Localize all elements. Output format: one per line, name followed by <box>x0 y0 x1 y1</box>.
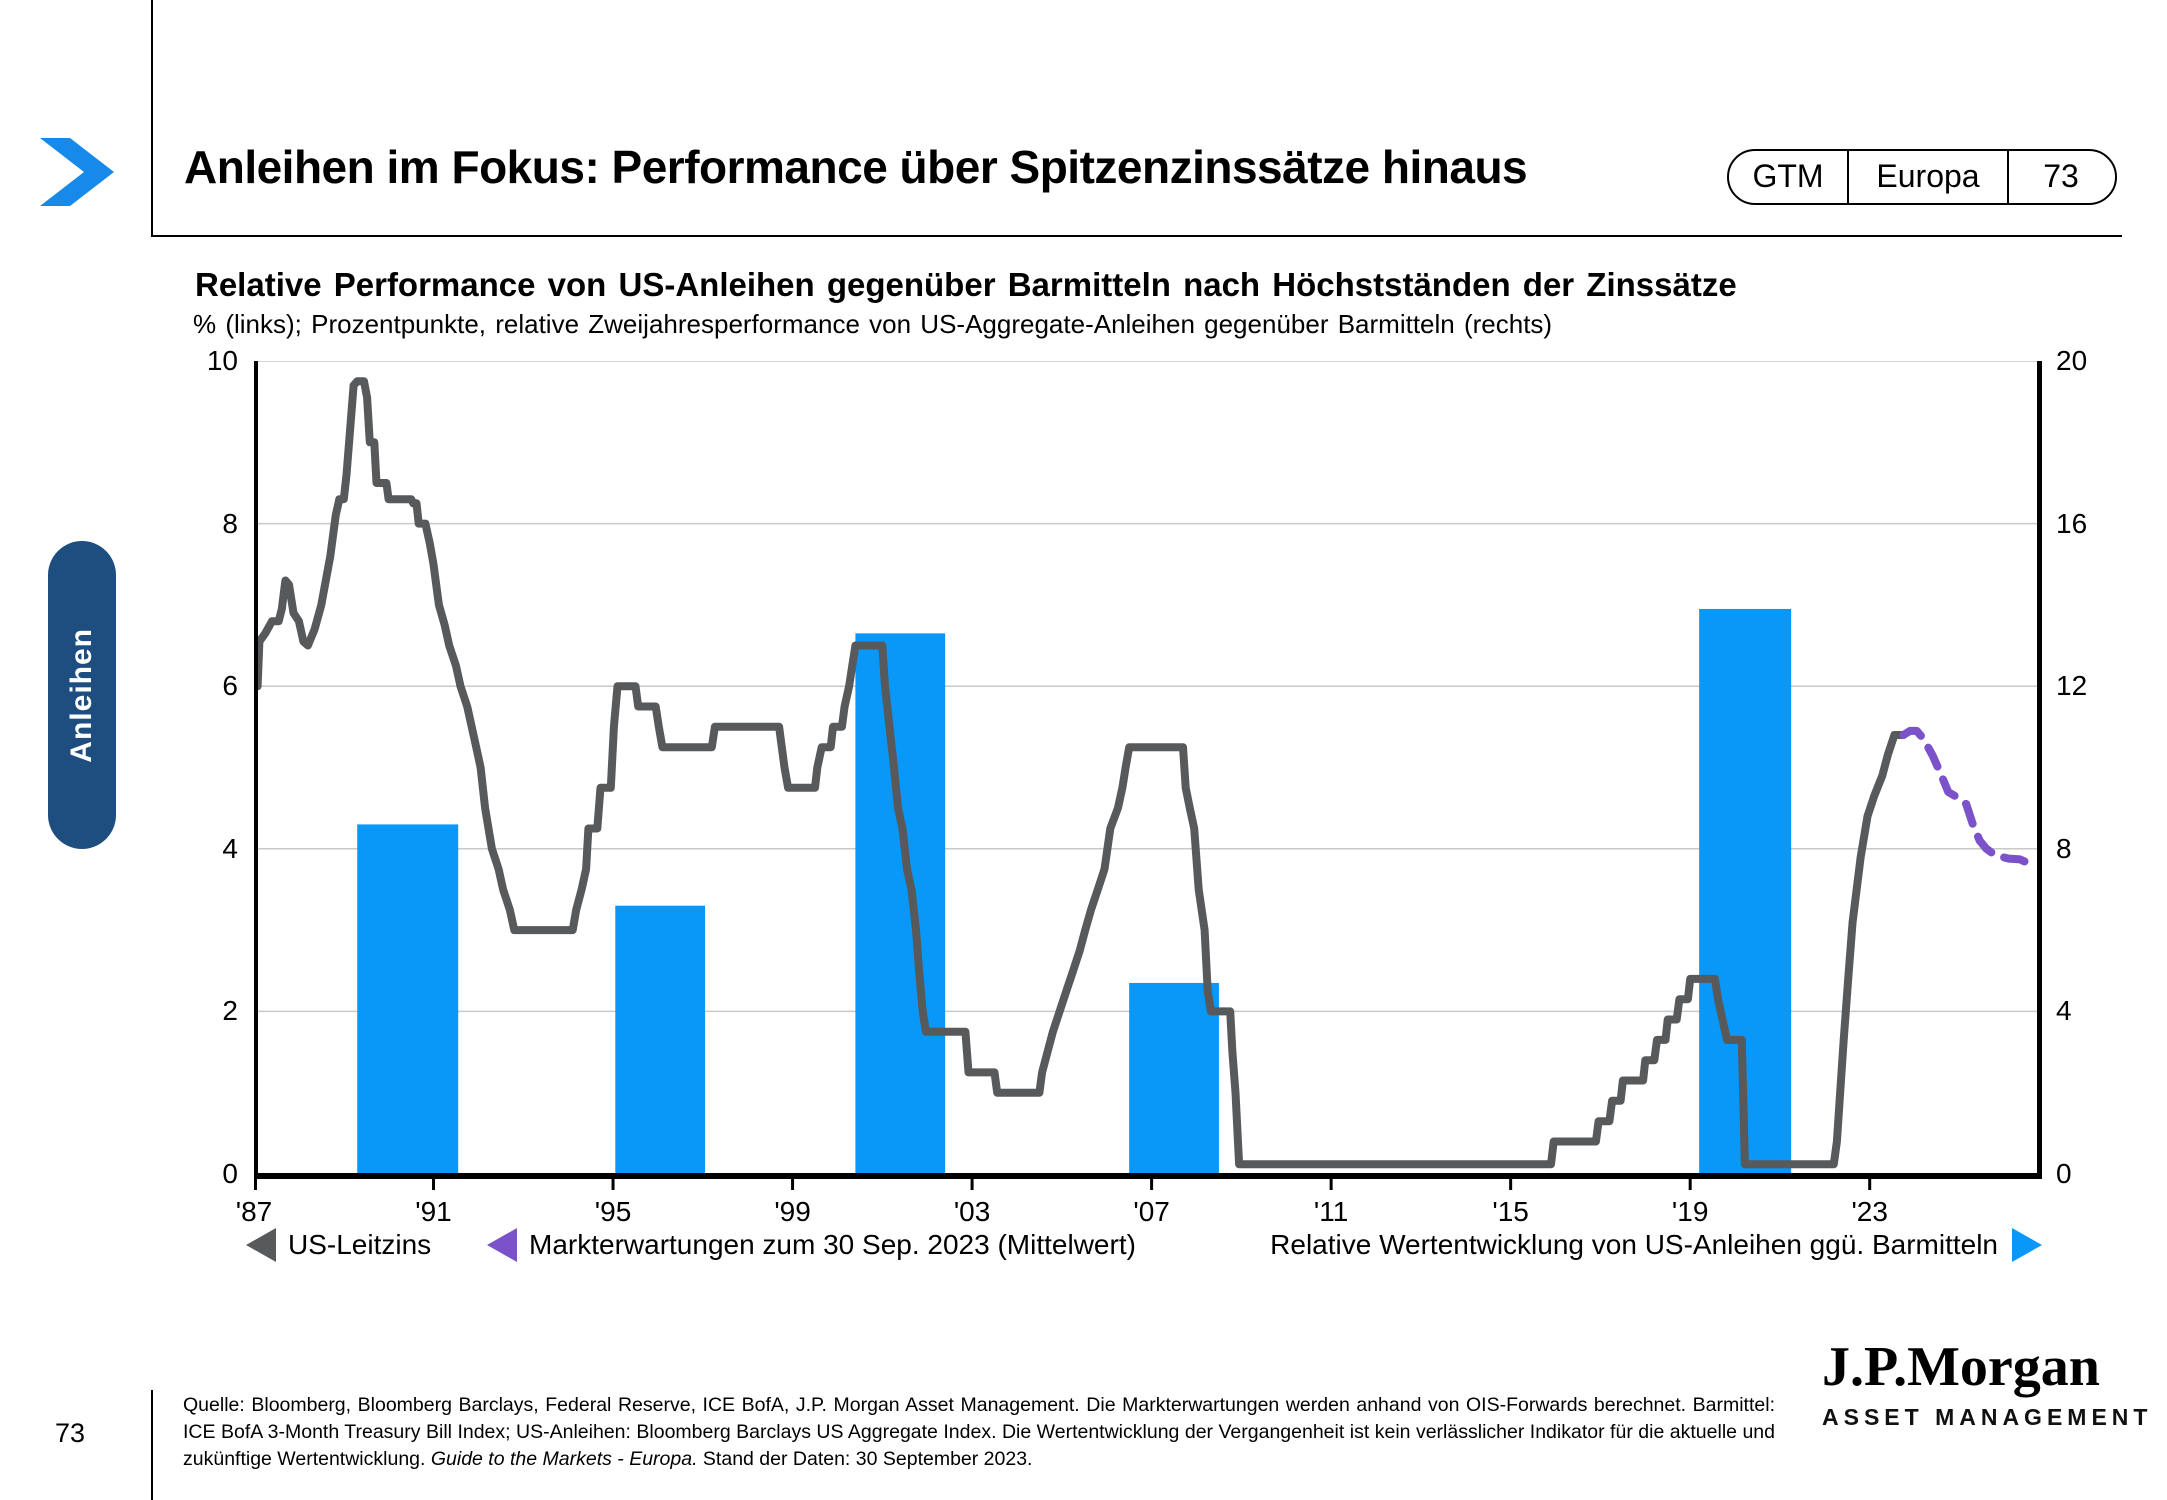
fed-funds-line <box>254 377 1908 1169</box>
x-axis-tick <box>1868 1177 1872 1190</box>
x-axis-tick <box>970 1177 974 1190</box>
x-axis-label: '03 <box>953 1196 991 1227</box>
right-axis-label: 4 <box>2056 995 2072 1027</box>
x-axis-label: '95 <box>594 1196 632 1227</box>
jpmorgan-logo-name: J.P.Morgan <box>1822 1336 2100 1398</box>
x-axis-tick <box>1150 1177 1154 1190</box>
left-axis-label: 10 <box>206 345 238 376</box>
chart-heading: Relative Performance von US-Anleihen geg… <box>195 266 1737 303</box>
x-axis-label: '87 <box>235 1196 273 1227</box>
performance-bar <box>615 905 706 1174</box>
legend-label-expectations: Markterwartungen zum 30 Sep. 2023 (Mitte… <box>529 1229 1136 1260</box>
chart-plot-area <box>254 361 2042 1190</box>
legend-item-fed: US-Leitzins <box>246 1228 431 1262</box>
source-note-part2: Stand der Daten: 30 September 2023. <box>702 1448 1033 1470</box>
x-axis-label: '15 <box>1492 1196 1529 1227</box>
right-axis-label: 12 <box>2056 670 2088 702</box>
x-axis-label: '11 <box>1313 1196 1349 1227</box>
right-axis-label: 16 <box>2056 507 2088 539</box>
performance-bar <box>855 633 946 1174</box>
gtm-badge-gtm: GTM <box>1752 158 1824 194</box>
purple-left-triangle-icon <box>487 1228 517 1262</box>
x-axis-label: '19 <box>1671 1196 1709 1227</box>
x-axis-label: '23 <box>1851 1196 1888 1227</box>
legend-item-expectations: Markterwartungen zum 30 Sep. 2023 (Mitte… <box>487 1228 1136 1262</box>
source-note-italic: Guide to the Markets - Europa. <box>430 1448 698 1470</box>
gtm-badge-page: 73 <box>2043 158 2079 194</box>
left-axis-line <box>254 361 258 1178</box>
blue-right-triangle-icon <box>2012 1228 2042 1262</box>
left-axis-label: 2 <box>222 995 238 1027</box>
x-axis-label: '91 <box>415 1196 452 1227</box>
x-axis-tick <box>1509 1177 1513 1190</box>
header-divider-line <box>151 0 153 236</box>
source-note: Quelle: Bloomberg, Bloomberg Barclays, F… <box>183 1392 1775 1473</box>
expectations-line <box>1899 726 2033 868</box>
x-axis-tick <box>611 1177 615 1190</box>
right-axis-label: 8 <box>2056 832 2072 864</box>
legend-item-bars: Relative Wertentwicklung von US-Anleihen… <box>1270 1228 2042 1262</box>
gtm-badge: GTM Europa 73 <box>1727 149 2117 205</box>
x-axis-tick <box>254 1177 257 1190</box>
legend-label-bars: Relative Wertentwicklung von US-Anleihen… <box>1270 1229 1998 1260</box>
x-axis-tick <box>1688 1177 1692 1190</box>
x-axis-tick <box>432 1177 436 1190</box>
right-axis-label: 0 <box>2056 1158 2072 1189</box>
performance-bar <box>1129 982 1219 1174</box>
title-underline <box>151 235 2122 237</box>
page-number: 73 <box>55 1418 86 1448</box>
performance-bar <box>357 824 459 1174</box>
left-axis-label: 4 <box>222 832 238 864</box>
footer-divider-line <box>151 1390 153 1500</box>
right-axis-line <box>2037 361 2042 1178</box>
left-axis-label: 6 <box>222 670 238 702</box>
x-axis-line <box>254 1173 2042 1179</box>
chevron-right-icon <box>40 138 114 206</box>
right-axis-label: 20 <box>2056 345 2088 376</box>
legend-label-fed: US-Leitzins <box>288 1229 432 1260</box>
source-note-part1: Quelle: Bloomberg, Bloomberg Barclays, F… <box>183 1394 1775 1470</box>
chart-subtitle: % (links); Prozentpunkte, relative Zweij… <box>193 309 1553 339</box>
left-axis-label: 8 <box>222 507 238 539</box>
jpmorgan-logo-subtitle: ASSET MANAGEMENT <box>1822 1404 2153 1430</box>
x-axis-tick <box>1329 1177 1333 1190</box>
page-title: Anleihen im Fokus: Performance über Spit… <box>184 141 1528 193</box>
gray-left-triangle-icon <box>246 1228 276 1262</box>
sidebar-tab-anleihen[interactable]: Anleihen <box>48 541 116 849</box>
left-axis-label: 0 <box>222 1158 238 1189</box>
gtm-badge-region: Europa <box>1847 151 2009 203</box>
sidebar-tab-label: Anleihen <box>65 627 98 763</box>
x-axis-tick <box>791 1177 795 1190</box>
x-axis-label: '07 <box>1133 1196 1170 1227</box>
jpmorgan-logo: J.P.Morgan ASSET MANAGEMENT <box>1822 1338 2152 1431</box>
x-axis-label: '99 <box>774 1196 811 1227</box>
